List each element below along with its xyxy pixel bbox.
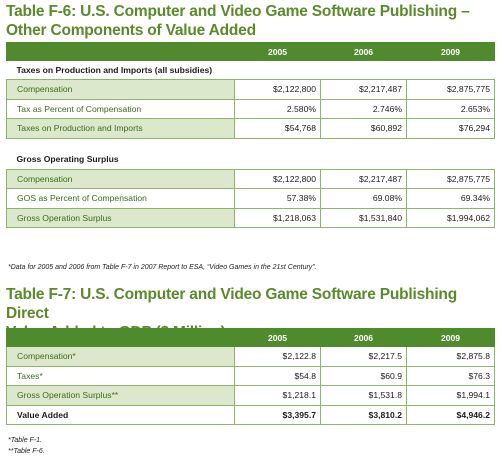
year-header: 2006: [320, 42, 407, 61]
cell-value: $1,531,840: [320, 207, 407, 228]
year-header: 2006: [320, 328, 407, 347]
year-header: 2005: [234, 328, 321, 347]
cell-value: $1,531.8: [320, 385, 407, 406]
total-label: Value Added: [6, 404, 235, 425]
cell-value: $2,217.5: [320, 346, 407, 367]
row-label: Taxes on Production and Imports: [6, 118, 235, 139]
footnote: **Table F-6.: [8, 448, 45, 455]
cell-value: $2,122,800: [234, 168, 321, 189]
row-label: Gross Operation Surplus**: [6, 385, 235, 406]
table-row: Compensation $2,122,800 $2,217,487 $2,87…: [6, 168, 495, 189]
cell-value: 2.653%: [406, 98, 495, 119]
footnote: *Table F-1.: [8, 437, 42, 444]
table-f7: 2005 2006 2009 Compensation* $2,122.8 $2…: [6, 328, 495, 425]
year-header: 2009: [406, 42, 495, 61]
table-header-row: 2005 2006 2009: [6, 328, 495, 347]
row-label: Gross Operation Surplus: [6, 207, 235, 228]
cell-value: 2.580%: [234, 98, 321, 119]
cell-value: $54.8: [234, 365, 321, 386]
total-value: $3,395.7: [234, 404, 321, 425]
table-row: GOS as Percent of Compensation 57.38% 69…: [6, 188, 495, 209]
section-heading-row: Taxes on Production and Imports (all sub…: [6, 60, 495, 80]
row-label: Compensation*: [6, 346, 235, 367]
table-f6-title-line1: Table F-6: U.S. Computer and Video Game …: [6, 3, 470, 20]
total-row: Value Added $3,395.7 $3,810.2 $4,946.2: [6, 404, 495, 425]
spacer-row: [6, 137, 495, 150]
table-f7-title-line1: Table F-7: U.S. Computer and Video Game …: [6, 286, 457, 322]
cell-value: 69.08%: [320, 188, 407, 209]
section-heading: Taxes on Production and Imports (all sub…: [6, 60, 495, 80]
cell-value: $2,875,775: [406, 168, 495, 189]
cell-value: $2,122,800: [234, 79, 321, 100]
cell-value: $2,217,487: [320, 168, 407, 189]
year-header: 2009: [406, 328, 495, 347]
cell-value: $54,768: [234, 118, 321, 139]
cell-value: $1,994,062: [406, 207, 495, 228]
table-row: Compensation $2,122,800 $2,217,487 $2,87…: [6, 79, 495, 100]
header-label-cell: [6, 42, 235, 61]
cell-value: $60.9: [320, 365, 407, 386]
cell-value: $2,122.8: [234, 346, 321, 367]
row-label: Taxes*: [6, 365, 235, 386]
cell-value: 2.746%: [320, 98, 407, 119]
table-row: Gross Operation Surplus $1,218,063 $1,53…: [6, 207, 495, 228]
year-header: 2005: [234, 42, 321, 61]
table-header-row: 2005 2006 2009: [6, 42, 495, 61]
cell-value: $2,875.8: [406, 346, 495, 367]
cell-value: $76,294: [406, 118, 495, 139]
cell-value: $76.3: [406, 365, 495, 386]
cell-value: 69.34%: [406, 188, 495, 209]
row-label: GOS as Percent of Compensation: [6, 188, 235, 209]
table-f6-note: *Data for 2005 and 2006 from Table F-7 i…: [8, 264, 317, 271]
table-row: Compensation* $2,122.8 $2,217.5 $2,875.8: [6, 346, 495, 367]
row-label: Tax as Percent of Compensation: [6, 98, 235, 119]
cell-value: $60,892: [320, 118, 407, 139]
table-row: Taxes on Production and Imports $54,768 …: [6, 118, 495, 139]
table-row: Taxes* $54.8 $60.9 $76.3: [6, 365, 495, 386]
table-f6-title: Table F-6: U.S. Computer and Video Game …: [6, 2, 496, 40]
cell-value: $2,217,487: [320, 79, 407, 100]
table-f6-title-line2: Other Components of Value Added: [6, 22, 256, 39]
table-row: Tax as Percent of Compensation 2.580% 2.…: [6, 98, 495, 119]
row-label: Compensation: [6, 79, 235, 100]
cell-value: $2,875,775: [406, 79, 495, 100]
section-heading: Gross Operating Surplus: [6, 150, 495, 170]
cell-value: $1,994.1: [406, 385, 495, 406]
cell-value: $1,218,063: [234, 207, 321, 228]
total-value: $3,810.2: [320, 404, 407, 425]
section-heading-row: Gross Operating Surplus: [6, 150, 495, 170]
table-row: Gross Operation Surplus** $1,218.1 $1,53…: [6, 385, 495, 406]
total-value: $4,946.2: [406, 404, 495, 425]
cell-value: 57.38%: [234, 188, 321, 209]
table-f6: 2005 2006 2009 Taxes on Production and I…: [6, 42, 495, 228]
header-label-cell: [6, 328, 235, 347]
cell-value: $1,218.1: [234, 385, 321, 406]
row-label: Compensation: [6, 168, 235, 189]
